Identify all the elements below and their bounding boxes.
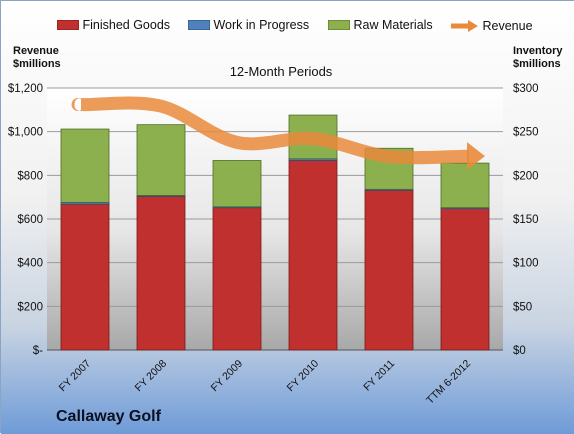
bar-segment-raw-materials — [136, 124, 186, 196]
legend-arrow-icon — [451, 20, 478, 32]
right-tick-label: $100 — [513, 258, 539, 270]
left-tick-label: $600 — [17, 214, 43, 226]
bar-segment-raw-materials — [212, 160, 262, 208]
legend-item-raw-materials: Raw Materials — [327, 18, 433, 32]
left-tick-label: $800 — [17, 170, 43, 182]
right-tick-label: $200 — [513, 170, 539, 182]
left-tick-label: $- — [33, 345, 43, 357]
left-tick-label: $1,000 — [8, 127, 43, 139]
revenue-arrowhead — [467, 142, 485, 171]
bar-segment-finished-goods — [212, 207, 262, 351]
right-axis-title-line1: Inventory — [513, 45, 563, 57]
legend-item-revenue: Revenue — [451, 18, 533, 33]
right-axis-title-line2: $millions — [513, 58, 561, 70]
revenue-line — [71, 96, 470, 165]
bar-segment-finished-goods — [440, 208, 490, 351]
legend-item-finished-goods: Finished Goods — [56, 18, 171, 32]
left-axis-title-line2: $millions — [13, 58, 61, 70]
bar-segment-finished-goods — [136, 195, 186, 351]
legend-label: Finished Goods — [82, 18, 171, 32]
left-tick-label: $200 — [17, 301, 43, 313]
legend-item-work-in-progress: Work in Progress — [187, 18, 310, 32]
bar-segment-finished-goods — [60, 203, 110, 351]
right-tick-label: $300 — [513, 83, 539, 95]
company-name: Callaway Golf — [56, 408, 161, 425]
legend-label: Revenue — [482, 19, 533, 33]
bar-segment-raw-materials — [60, 128, 110, 203]
bar-segment-finished-goods — [288, 160, 338, 351]
right-tick-label: $0 — [513, 345, 526, 357]
legend-label: Work in Progress — [213, 18, 310, 32]
legend-swatch-work-in-progress — [187, 19, 211, 31]
right-tick-label: $250 — [513, 127, 539, 139]
bar-segment-raw-materials — [440, 162, 490, 209]
legend-swatch-raw-materials — [327, 19, 351, 31]
bar-segment-finished-goods — [364, 189, 414, 351]
left-tick-label: $1,200 — [8, 83, 43, 95]
right-tick-label: $50 — [513, 301, 532, 313]
chart-subtitle: 12-Month Periods — [229, 64, 333, 79]
left-axis-title-line1: Revenue — [13, 45, 59, 57]
left-tick-label: $400 — [17, 258, 43, 270]
right-tick-label: $150 — [513, 214, 539, 226]
legend-swatch-finished-goods — [56, 19, 80, 31]
right-axis-title: Inventory $millions — [513, 45, 563, 71]
left-axis-title: Revenue $millions — [13, 45, 61, 71]
legend-label: Raw Materials — [353, 18, 433, 32]
